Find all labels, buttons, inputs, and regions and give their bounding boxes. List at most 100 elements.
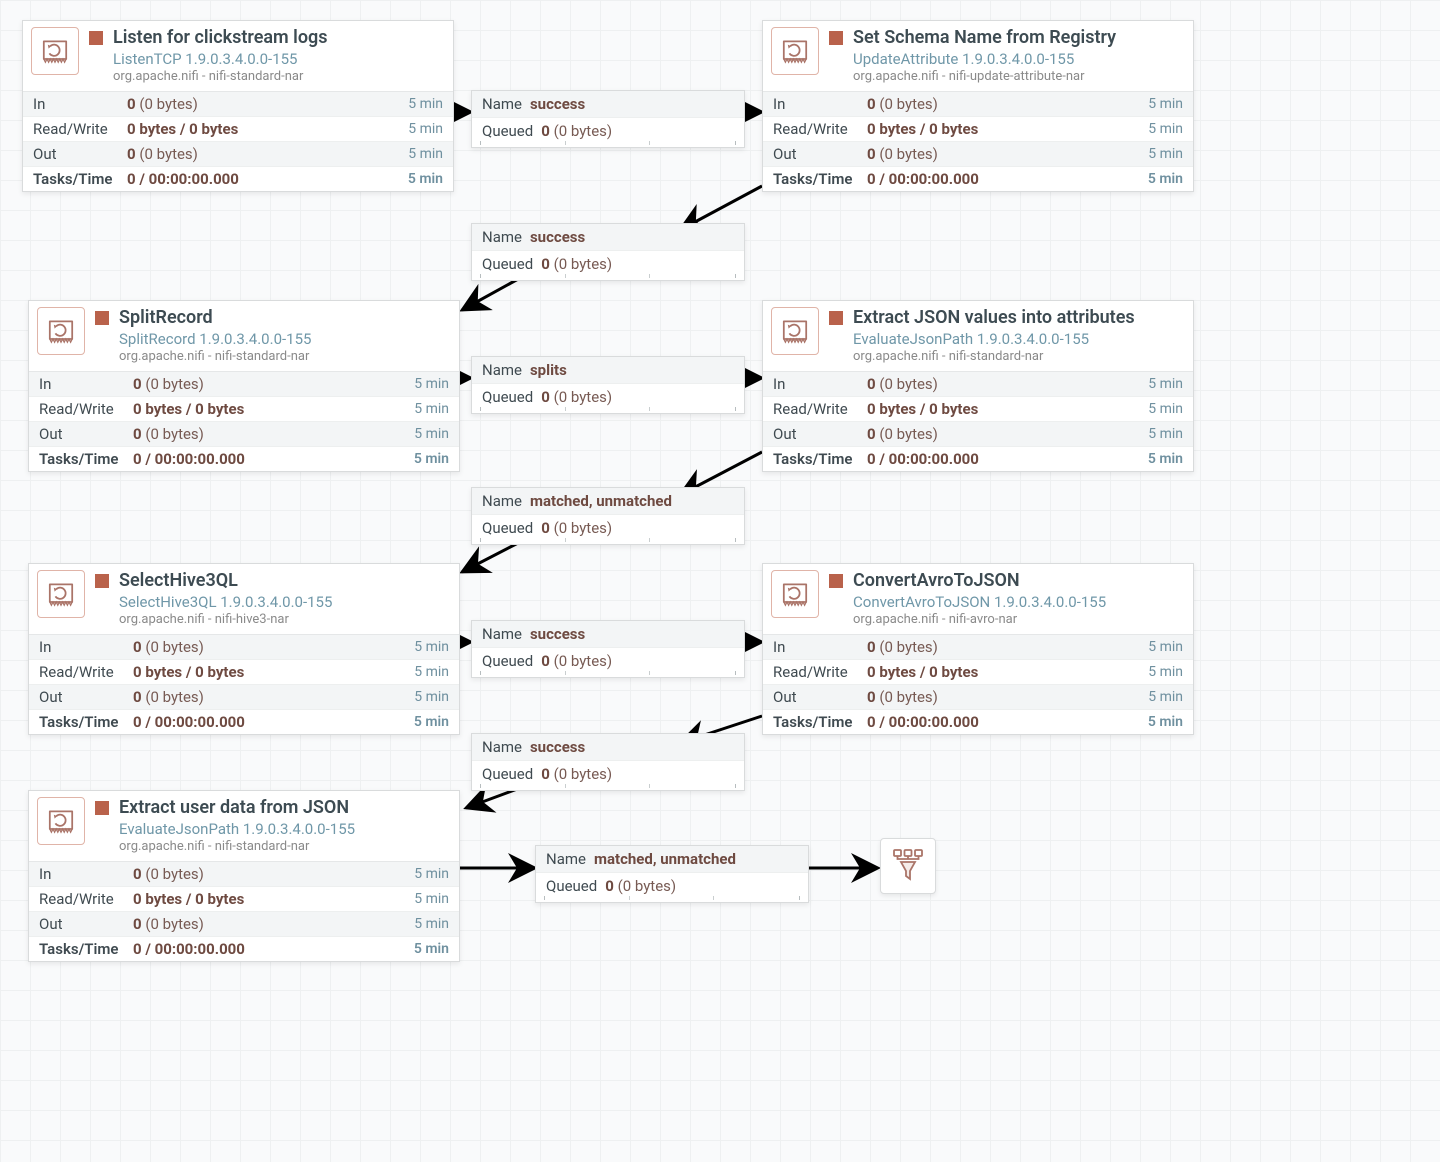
processor-stats: In 0 (0 bytes) 5 min Read/Write 0 bytes … xyxy=(763,371,1193,471)
processor-title: Extract JSON values into attributes xyxy=(853,307,1183,329)
processor-type: EvaluateJsonPath 1.9.0.3.4.0.0-155 xyxy=(853,330,1183,349)
stat-time: 5 min xyxy=(1148,639,1183,655)
stat-label: Tasks/Time xyxy=(773,170,867,188)
connection-name-label: Name xyxy=(482,228,522,246)
processor-stats: In 0 (0 bytes) 5 min Read/Write 0 bytes … xyxy=(23,91,453,191)
connection-name-row: Name success xyxy=(472,734,744,761)
stat-value: 0 (0 bytes) xyxy=(133,375,406,393)
connection-name-value: success xyxy=(530,738,585,756)
stat-time: 5 min xyxy=(414,426,449,442)
connection-c6[interactable]: Name success Queued 0 (0 bytes) xyxy=(471,733,745,791)
processor-p1[interactable]: Listen for clickstream logs ListenTCP 1.… xyxy=(22,20,454,192)
stat-label: Tasks/Time xyxy=(773,713,867,731)
stat-label: Read/Write xyxy=(33,120,127,138)
processor-p4[interactable]: Extract JSON values into attributes Eval… xyxy=(762,300,1194,472)
processor-title: Listen for clickstream logs xyxy=(113,27,443,49)
stat-label: Read/Write xyxy=(39,890,133,908)
stat-label: Out xyxy=(39,915,133,933)
connection-c4[interactable]: Name matched, unmatched Queued 0 (0 byte… xyxy=(471,487,745,545)
connection-queued-label: Queued xyxy=(546,877,597,895)
connection-queued-label: Queued xyxy=(482,519,533,537)
connection-name-value: matched, unmatched xyxy=(594,850,736,868)
processor-bundle: org.apache.nifi - nifi-standard-nar xyxy=(119,839,449,855)
processor-icon xyxy=(37,797,85,845)
stat-value: 0 / 00:00:00.000 xyxy=(867,450,1140,468)
connection-c7[interactable]: Name matched, unmatched Queued 0 (0 byte… xyxy=(535,845,809,903)
processor-header[interactable]: Extract user data from JSON EvaluateJson… xyxy=(29,791,459,861)
connection-name-row: Name matched, unmatched xyxy=(536,846,808,873)
connection-name-value: splits xyxy=(530,361,567,379)
connection-c2[interactable]: Name success Queued 0 (0 bytes) xyxy=(471,223,745,281)
connection-name-label: Name xyxy=(482,738,522,756)
stat-label: Out xyxy=(39,425,133,443)
processor-stats: In 0 (0 bytes) 5 min Read/Write 0 bytes … xyxy=(29,861,459,961)
connection-queued-row: Queued 0 (0 bytes) xyxy=(472,648,744,677)
stat-row-rw: Read/Write 0 bytes / 0 bytes 5 min xyxy=(29,397,459,422)
stat-time: 5 min xyxy=(1148,689,1183,705)
stat-time: 5 min xyxy=(414,941,449,957)
stat-row-out: Out 0 (0 bytes) 5 min xyxy=(763,422,1193,447)
connection-name-row: Name success xyxy=(472,621,744,648)
stat-row-out: Out 0 (0 bytes) 5 min xyxy=(29,912,459,937)
stat-time: 5 min xyxy=(414,689,449,705)
connection-queued-row: Queued 0 (0 bytes) xyxy=(472,515,744,544)
processor-header[interactable]: ConvertAvroToJSON ConvertAvroToJSON 1.9.… xyxy=(763,564,1193,634)
stat-value: 0 / 00:00:00.000 xyxy=(133,713,406,731)
processor-icon xyxy=(771,27,819,75)
connection-meter xyxy=(480,538,736,542)
processor-p3[interactable]: SplitRecord SplitRecord 1.9.0.3.4.0.0-15… xyxy=(28,300,460,472)
stat-time: 5 min xyxy=(1148,171,1183,187)
stat-time: 5 min xyxy=(1148,146,1183,162)
processor-header[interactable]: Listen for clickstream logs ListenTCP 1.… xyxy=(23,21,453,91)
processor-bundle: org.apache.nifi - nifi-standard-nar xyxy=(119,349,449,365)
processor-type: ConvertAvroToJSON 1.9.0.3.4.0.0-155 xyxy=(853,593,1183,612)
status-stopped-icon xyxy=(95,574,109,588)
funnel-node[interactable] xyxy=(880,838,936,894)
processor-header[interactable]: SelectHive3QL SelectHive3QL 1.9.0.3.4.0.… xyxy=(29,564,459,634)
processor-p7[interactable]: Extract user data from JSON EvaluateJson… xyxy=(28,790,460,962)
stat-label: Tasks/Time xyxy=(39,713,133,731)
processor-header[interactable]: Extract JSON values into attributes Eval… xyxy=(763,301,1193,371)
processor-bundle: org.apache.nifi - nifi-standard-nar xyxy=(113,69,443,85)
stat-row-out: Out 0 (0 bytes) 5 min xyxy=(29,685,459,710)
stat-time: 5 min xyxy=(414,866,449,882)
processor-icon xyxy=(771,307,819,355)
connection-c5[interactable]: Name success Queued 0 (0 bytes) xyxy=(471,620,745,678)
stat-time: 5 min xyxy=(414,916,449,932)
stat-row-tasks: Tasks/Time 0 / 00:00:00.000 5 min xyxy=(763,167,1193,191)
connection-c1[interactable]: Name success Queued 0 (0 bytes) xyxy=(471,90,745,148)
processor-header[interactable]: SplitRecord SplitRecord 1.9.0.3.4.0.0-15… xyxy=(29,301,459,371)
stat-value: 0 (0 bytes) xyxy=(133,865,406,883)
processor-header[interactable]: Set Schema Name from Registry UpdateAttr… xyxy=(763,21,1193,91)
stat-row-tasks: Tasks/Time 0 / 00:00:00.000 5 min xyxy=(763,710,1193,734)
stat-row-in: In 0 (0 bytes) 5 min xyxy=(763,372,1193,397)
processor-p5[interactable]: SelectHive3QL SelectHive3QL 1.9.0.3.4.0.… xyxy=(28,563,460,735)
stat-value: 0 (0 bytes) xyxy=(867,95,1140,113)
processor-type: ListenTCP 1.9.0.3.4.0.0-155 xyxy=(113,50,443,69)
processor-type: UpdateAttribute 1.9.0.3.4.0.0-155 xyxy=(853,50,1183,69)
stat-label: In xyxy=(773,638,867,656)
connection-meter xyxy=(544,896,800,900)
stat-row-in: In 0 (0 bytes) 5 min xyxy=(763,92,1193,117)
connection-meter xyxy=(480,274,736,278)
connection-meter xyxy=(480,141,736,145)
connection-queued-label: Queued xyxy=(482,122,533,140)
processor-p6[interactable]: ConvertAvroToJSON ConvertAvroToJSON 1.9.… xyxy=(762,563,1194,735)
connection-queued-label: Queued xyxy=(482,255,533,273)
stat-time: 5 min xyxy=(1148,664,1183,680)
processor-type: EvaluateJsonPath 1.9.0.3.4.0.0-155 xyxy=(119,820,449,839)
stat-value: 0 bytes / 0 bytes xyxy=(867,120,1140,138)
stat-value: 0 / 00:00:00.000 xyxy=(133,940,406,958)
stat-time: 5 min xyxy=(414,451,449,467)
stat-row-out: Out 0 (0 bytes) 5 min xyxy=(29,422,459,447)
stat-label: Out xyxy=(39,688,133,706)
stat-row-rw: Read/Write 0 bytes / 0 bytes 5 min xyxy=(763,117,1193,142)
processor-icon xyxy=(771,570,819,618)
stat-label: Read/Write xyxy=(773,120,867,138)
processor-p2[interactable]: Set Schema Name from Registry UpdateAttr… xyxy=(762,20,1194,192)
processor-bundle: org.apache.nifi - nifi-standard-nar xyxy=(853,349,1183,365)
connection-queued-value: 0 (0 bytes) xyxy=(541,122,612,140)
stat-time: 5 min xyxy=(1148,96,1183,112)
stat-value: 0 / 00:00:00.000 xyxy=(867,713,1140,731)
connection-c3[interactable]: Name splits Queued 0 (0 bytes) xyxy=(471,356,745,414)
